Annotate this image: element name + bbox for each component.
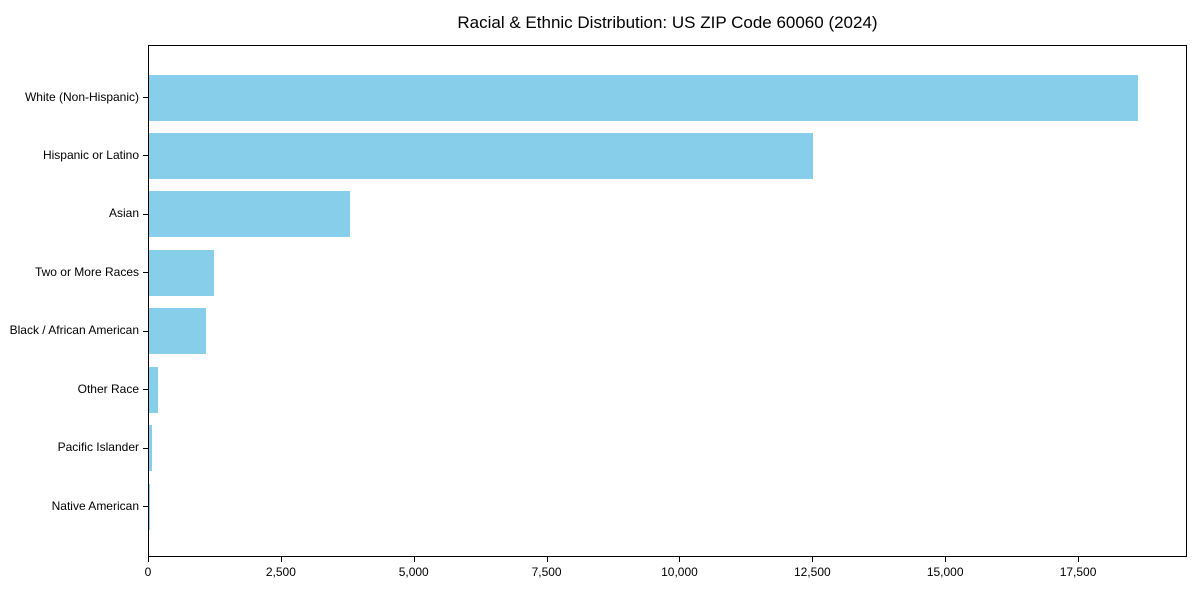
y-tick-mark	[143, 330, 148, 332]
bar-hispanic-or-latino	[149, 132, 814, 179]
y-axis-label-native-american: Native American	[51, 498, 139, 513]
y-axis-label-other-race: Other Race	[77, 381, 139, 396]
bar-other-race	[149, 366, 159, 413]
bar-pacific-islander	[149, 425, 153, 472]
y-tick-mark	[143, 97, 148, 98]
bar-white-non-hispanic	[149, 74, 1138, 121]
y-tick-mark	[143, 506, 148, 507]
y-tick-mark	[143, 272, 148, 274]
x-tick-mark	[945, 557, 947, 562]
x-axis: 0 2,500 5,000 7,500 10,000 12,500 15,000 17,500	[144, 557, 1187, 597]
y-axis-label-two-or-more-races: Two or More Races	[34, 264, 139, 279]
y-axis-label-asian: Asian	[108, 206, 139, 221]
x-tick-mark	[546, 557, 548, 562]
x-tick-label-15000: 15,000	[926, 565, 964, 579]
y-axis-label-white-non-hispanic: White (Non-Hispanic)	[24, 89, 139, 104]
x-tick-mark	[413, 557, 415, 562]
y-axis-labels: White (Non-Hispanic) Hispanic or Latino As…	[0, 45, 139, 557]
bar-black-african-american	[149, 308, 207, 355]
y-axis-label-hispanic-or-latino: Hispanic or Latino	[42, 147, 139, 162]
y-axis-label-pacific-islander: Pacific Islander	[57, 440, 139, 455]
y-tick-mark	[143, 389, 148, 391]
x-tick-label-17500: 17,500	[1059, 565, 1097, 579]
bar-native-american	[149, 483, 150, 530]
bar-asian	[149, 191, 350, 238]
bar-two-or-more-races	[149, 249, 214, 296]
x-tick-mark	[280, 557, 282, 562]
plot-area	[143, 45, 1187, 557]
x-tick-label-0: 0	[144, 565, 152, 579]
x-tick-label-12500: 12,500	[793, 565, 831, 579]
x-tick-mark	[812, 557, 814, 562]
x-tick-mark	[679, 557, 681, 562]
x-tick-label-7500: 7,500	[531, 565, 562, 579]
y-tick-mark	[143, 447, 148, 449]
x-tick-label-2500: 2,500	[265, 565, 296, 579]
y-tick-mark	[143, 213, 148, 215]
y-axis-label-black-african-american: Black / African American	[9, 323, 139, 338]
x-tick-label-10000: 10,000	[661, 565, 698, 579]
x-tick-label-5000: 5,000	[398, 565, 429, 579]
x-tick-mark	[1078, 557, 1080, 562]
chart-title: Racial & Ethnic Distribution: US ZIP Cod…	[457, 13, 878, 32]
x-tick-mark	[148, 557, 149, 562]
y-tick-mark	[143, 155, 148, 157]
